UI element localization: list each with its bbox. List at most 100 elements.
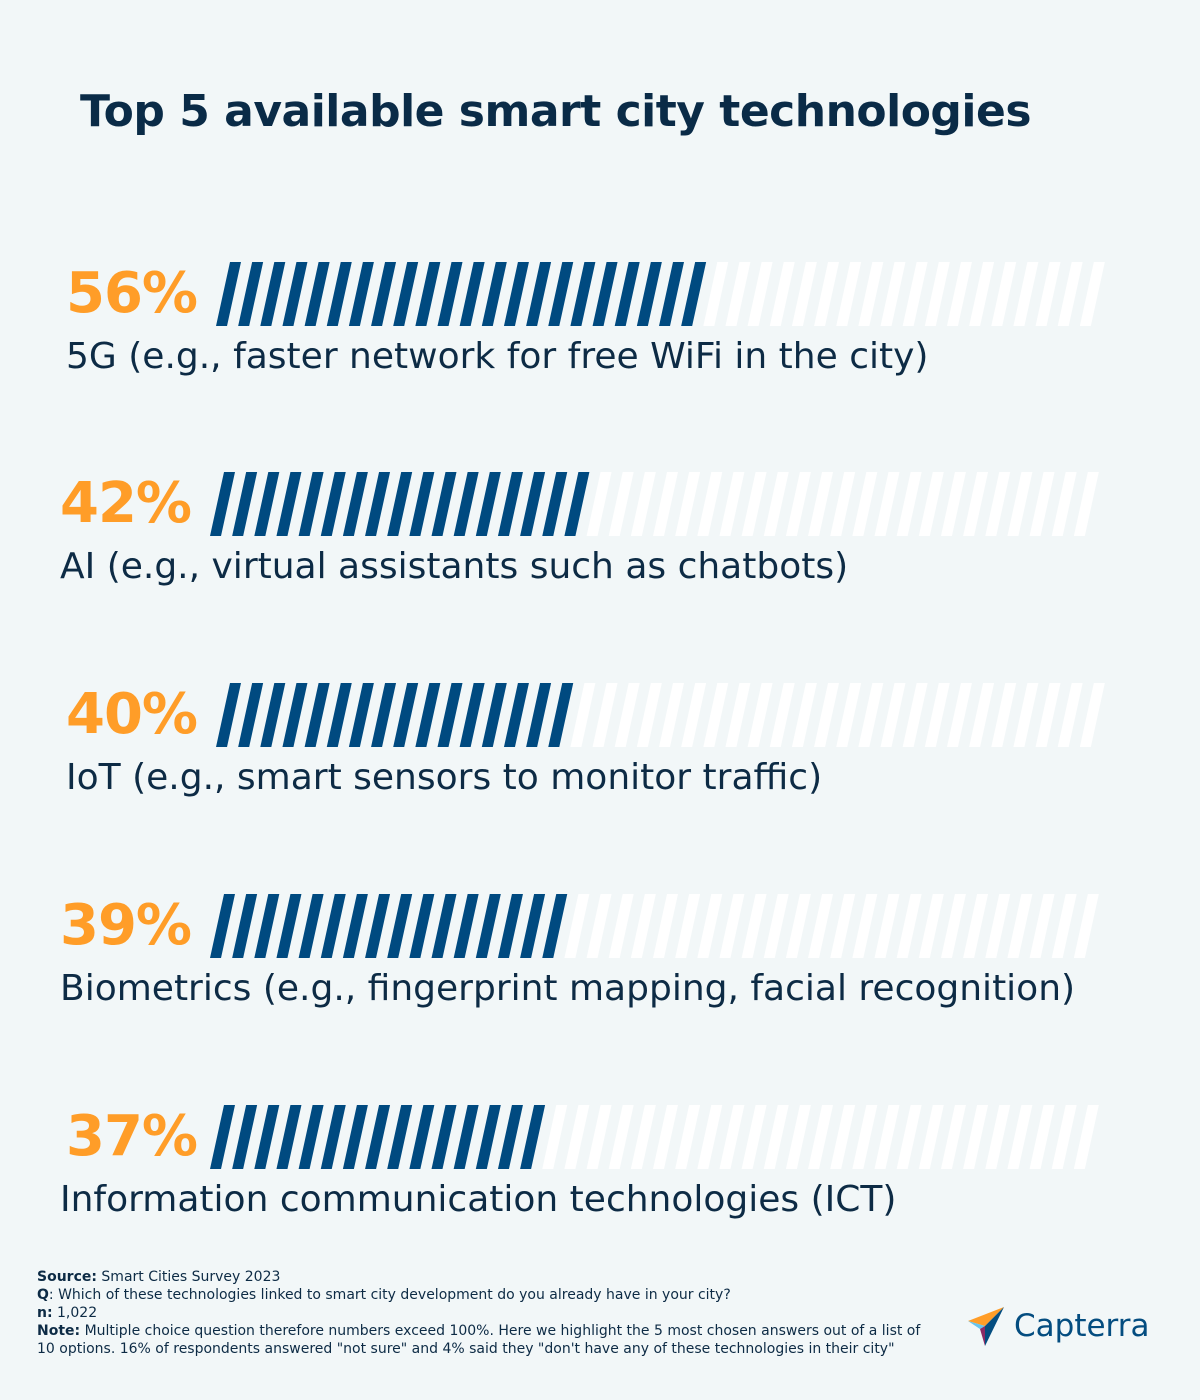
sample-size-line: n: 1,022 [37, 1304, 927, 1322]
bar-segment-filled [342, 894, 368, 958]
bar-segment-empty [785, 894, 811, 958]
bar-segment-filled [254, 472, 280, 536]
bar-segment-empty [808, 1105, 834, 1169]
bar-segment-empty [542, 1105, 568, 1169]
sample-size-text: 1,022 [52, 1305, 98, 1321]
bar-segment-empty [586, 1105, 612, 1169]
bar-segment-empty [814, 683, 840, 747]
bar-segment-empty [630, 1105, 656, 1169]
bar-segment-filled [614, 262, 640, 326]
bar-segment-filled [481, 683, 507, 747]
bar-segment-filled [387, 1105, 413, 1169]
bar-segment-empty [1073, 894, 1099, 958]
bar-segment-empty [852, 1105, 878, 1169]
bar-segment-filled [365, 1105, 391, 1169]
bar-segment-filled [475, 1105, 501, 1169]
bar-segment-filled [415, 683, 441, 747]
bar-segment-empty [969, 683, 995, 747]
bar-segment-filled [216, 262, 241, 326]
value-label: 56% [66, 261, 198, 326]
note-line: Note: Multiple choice question therefore… [37, 1322, 927, 1358]
bar-segment-empty [747, 262, 773, 326]
bar-segment-filled [393, 683, 419, 747]
note-label: Note: [37, 1323, 81, 1339]
bar-segment-filled [216, 683, 241, 747]
bar-segment-filled [260, 262, 286, 326]
bar-segment-empty [741, 472, 767, 536]
bar-segment-filled [520, 472, 546, 536]
bar-segment-empty [1013, 262, 1039, 326]
bar-segment-filled [387, 472, 413, 536]
bar-segment-filled [497, 472, 523, 536]
bar-segment-filled [326, 683, 352, 747]
bar-segment-empty [896, 472, 922, 536]
bar-segment-empty [564, 1105, 590, 1169]
bar-segment-filled [548, 262, 574, 326]
bar-segment-empty [969, 262, 995, 326]
bar-segment-empty [1079, 262, 1105, 326]
bar-segment-empty [769, 683, 795, 747]
bar [210, 472, 1099, 536]
bar-segment-filled [409, 472, 435, 536]
bar-segment-empty [918, 472, 944, 536]
bar-segment-filled [659, 262, 684, 326]
bar-segment-filled [304, 262, 330, 326]
bar-segment-empty [1007, 894, 1033, 958]
bar-segment-empty [1007, 472, 1033, 536]
bar-segment-empty [608, 1105, 634, 1169]
bar-segment-empty [814, 262, 840, 326]
bar-segment-empty [614, 683, 640, 747]
bar-segment-empty [852, 894, 878, 958]
bar-segment-filled [210, 1105, 235, 1169]
bar-segment-empty [725, 683, 751, 747]
source-text: Smart Cities Survey 2023 [96, 1269, 281, 1285]
bar-segment-filled [238, 683, 264, 747]
bar-segment-empty [946, 683, 972, 747]
bar-segment-empty [991, 262, 1017, 326]
bar-segment-filled [409, 894, 435, 958]
bar-segment-filled [459, 683, 485, 747]
bar-segment-filled [238, 262, 264, 326]
bar-segment-filled [636, 262, 662, 326]
bar [210, 1105, 1099, 1169]
bar-segment-empty [741, 894, 767, 958]
bar-segment-filled [503, 262, 529, 326]
bar-segment-empty [1007, 1105, 1033, 1169]
source-label: Source: [37, 1269, 97, 1285]
bar-segment-empty [830, 472, 856, 536]
bar-segment-empty [697, 1105, 723, 1169]
bar-row: 37% Information communication technologie… [0, 1105, 1200, 1255]
bar-segment-filled [320, 894, 346, 958]
bar-segment-empty [659, 683, 684, 747]
bar-segment-empty [1029, 894, 1055, 958]
bar-segment-empty [1051, 472, 1077, 536]
bar-segment-empty [719, 894, 745, 958]
bar-segment-filled [276, 1105, 302, 1169]
bar-segment-empty [808, 894, 834, 958]
bar-segment-filled [260, 683, 286, 747]
bar-segment-empty [991, 683, 1017, 747]
bar-segment-filled [542, 894, 568, 958]
bar-segment-filled [393, 262, 419, 326]
bar-segment-filled [282, 683, 308, 747]
bar-segment-empty [785, 1105, 811, 1169]
bar-segment-filled [481, 262, 507, 326]
bar-segment-empty [675, 1105, 701, 1169]
bar-segment-filled [437, 262, 463, 326]
bar-segment-empty [858, 683, 884, 747]
bar-segment-filled [415, 262, 441, 326]
bar-segment-empty [763, 894, 789, 958]
bar-segment-empty [808, 472, 834, 536]
bar-segment-empty [608, 472, 634, 536]
bar-segment-filled [276, 472, 302, 536]
bar-segment-empty [719, 472, 745, 536]
chart-footnotes: Source: Smart Cities Survey 2023 Q: Whic… [37, 1268, 927, 1358]
bar-segment-empty [858, 262, 884, 326]
category-label: AI (e.g., virtual assistants such as cha… [60, 546, 849, 587]
bar-segment-filled [520, 1105, 546, 1169]
bar-segment-empty [653, 1105, 678, 1169]
bar-segment-filled [326, 262, 352, 326]
bar-segment-empty [940, 894, 966, 958]
bar-segment-empty [896, 1105, 922, 1169]
